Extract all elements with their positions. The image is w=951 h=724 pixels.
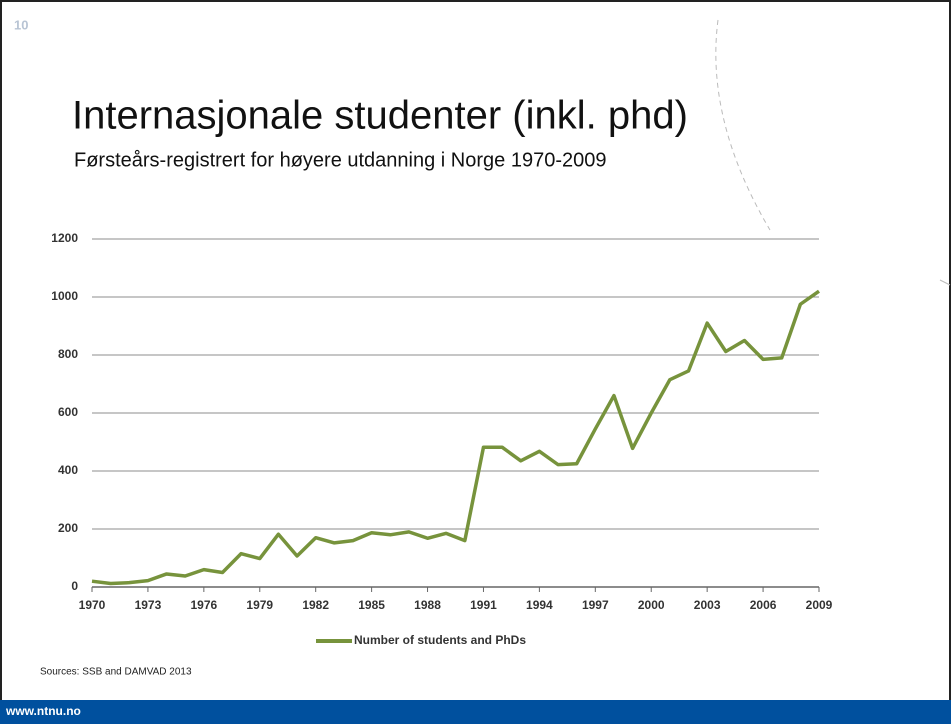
footer-url: www.ntnu.no [5, 704, 81, 718]
y-tick-label: 400 [58, 463, 78, 477]
x-tick-label: 1997 [582, 598, 609, 612]
x-tick-label: 1976 [190, 598, 217, 612]
y-tick-label: 1000 [51, 289, 78, 303]
x-tick-label: 2003 [694, 598, 721, 612]
x-tick-label: 1982 [302, 598, 329, 612]
x-tick-label: 1979 [246, 598, 273, 612]
y-tick-label: 600 [58, 405, 78, 419]
y-tick-label: 200 [58, 521, 78, 535]
x-tick-label: 2006 [750, 598, 777, 612]
slide-title: Internasjonale studenter (inkl. phd) [72, 94, 688, 138]
x-tick-label: 1970 [79, 598, 106, 612]
y-tick-label: 800 [58, 347, 78, 361]
x-tick-label: 2009 [806, 598, 833, 612]
source: Sources: SSB and DAMVAD 2013 [40, 667, 192, 678]
y-tick-label: 1200 [51, 231, 78, 245]
x-tick-label: 1985 [358, 598, 385, 612]
data-line [91, 289, 821, 586]
x-tick-label: 1994 [526, 598, 553, 612]
slide-number: 10 [14, 17, 28, 32]
x-tick-label: 1973 [135, 598, 162, 612]
footer-bar [0, 700, 951, 724]
legend-label: Number of students and PhDs [354, 633, 526, 647]
slide-subtitle: Førsteårs-registrert for høyere utdannin… [74, 149, 606, 171]
decor-arc [715, 19, 771, 231]
x-tick-label: 1991 [470, 598, 497, 612]
x-tick-label: 1988 [414, 598, 441, 612]
y-tick-label: 0 [71, 579, 78, 593]
x-tick-label: 2000 [638, 598, 665, 612]
decor-arc [939, 279, 951, 286]
